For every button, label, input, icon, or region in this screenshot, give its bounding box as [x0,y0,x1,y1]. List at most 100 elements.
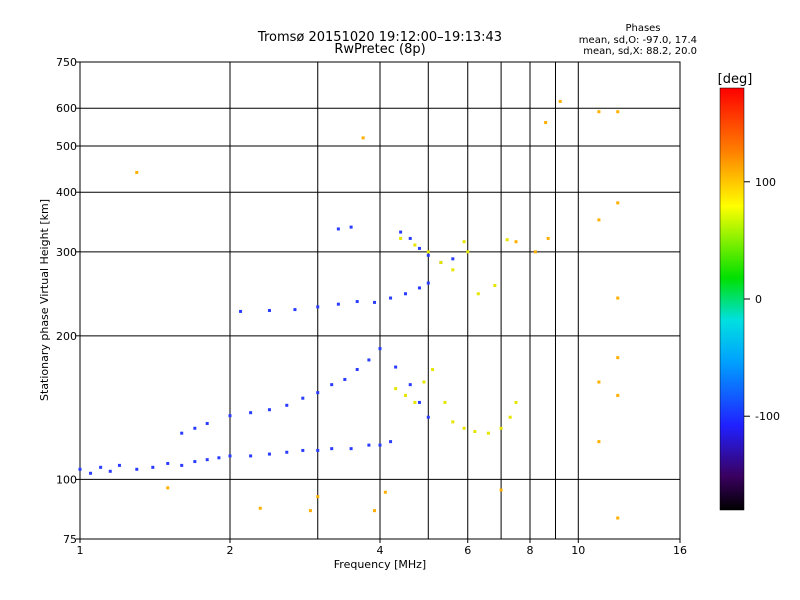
echo-point [514,240,518,244]
echo-point [616,356,620,360]
scatter-points [78,99,620,520]
echo-point [426,415,430,419]
echo-point [267,308,271,312]
y-tick-label: 100 [56,473,77,486]
legend-block: Phases mean, sd,O: -97.0, 17.4 mean, sd,… [579,23,697,57]
y-tick-label: 600 [56,102,77,115]
echo-point [293,308,297,312]
x-tick-label: 16 [673,544,687,557]
echo-point [239,309,243,313]
echo-point [426,281,430,285]
echo-point [217,456,221,460]
echo-point [403,393,407,397]
echo-point [399,230,403,234]
echo-point [546,236,550,240]
echo-point [499,488,503,492]
colorbar-label: [deg] [718,72,753,87]
echo-point [558,99,562,103]
echo-point [78,467,82,471]
echo-point [373,300,377,304]
echo-point [508,415,512,419]
x-axis-label: Frequency [MHz] [334,558,426,571]
echo-point [367,358,371,362]
echo-point [285,450,289,454]
echo-point [616,393,620,397]
echo-point [422,380,426,384]
echo-point [343,377,347,381]
x-tick-label: 8 [527,544,534,557]
echo-point [89,471,93,475]
echo-point [493,283,497,287]
echo-point [389,440,393,444]
echo-point [373,509,377,513]
echo-point [330,447,334,451]
echo-point [473,430,477,434]
echo-point [267,408,271,412]
echo-point [108,469,112,473]
echo-point [249,454,253,458]
chart-title: Tromsø 20151020 19:12:00–19:13:43 [257,30,502,45]
echo-point [336,302,340,306]
echo-point [180,463,184,467]
echo-point [316,391,320,395]
echo-point [597,380,601,384]
echo-point [413,400,417,404]
echo-point [451,420,455,424]
x-tick-label: 1 [77,544,84,557]
echo-point [462,426,466,430]
colorbar-tick-label: -100 [755,410,780,423]
echo-point [367,443,371,447]
y-axis-label: Stationary phase Virtual Height [km] [38,199,51,401]
echo-point [285,403,289,407]
grid-lines [80,62,680,539]
echo-point [426,250,430,254]
echo-point [193,426,197,430]
y-tick-label: 500 [56,140,77,153]
echo-point [378,443,382,447]
axis-ticks: 1 2 4 6 8 10 16 75 100 200 300 400 500 600 750 [56,56,687,557]
echo-point [383,490,387,494]
x-tick-label: 2 [227,544,234,557]
y-tick-label: 75 [63,533,77,546]
echo-point [267,452,271,456]
echo-point [514,400,518,404]
y-tick-label: 750 [56,56,77,69]
echo-point [616,201,620,205]
y-tick-label: 400 [56,186,77,199]
echo-point [355,300,359,304]
x-tick-label: 10 [571,544,585,557]
echo-point [417,286,421,290]
legend-line-o: mean, sd,O: -97.0, 17.4 [579,35,697,46]
chart-title-block: Tromsø 20151020 19:12:00–19:13:43 RwPret… [257,30,502,57]
echo-point [205,421,209,425]
echo-point [466,250,470,254]
echo-point [228,414,232,418]
echo-point [166,461,170,465]
echo-point [349,447,353,451]
y-tick-label: 300 [56,246,77,259]
echo-point [389,296,393,300]
echo-point [476,292,480,296]
colorbar-tick-label: 0 [755,293,762,306]
y-tick-label: 200 [56,330,77,343]
echo-point [597,440,601,444]
echo-point [417,246,421,250]
echo-point [505,238,509,242]
echo-point [426,253,430,257]
echo-point [451,268,455,272]
echo-point [451,257,455,261]
echo-point [117,463,121,467]
echo-point [394,365,398,369]
echo-point [151,465,155,469]
echo-point [99,465,103,469]
x-tick-label: 4 [377,544,384,557]
echo-point [486,431,490,435]
echo-point [330,383,334,387]
echo-point [544,121,548,125]
echo-point [135,170,139,174]
echo-point [336,227,340,231]
echo-point [417,400,421,404]
echo-point [408,236,412,240]
echo-point [399,236,403,240]
